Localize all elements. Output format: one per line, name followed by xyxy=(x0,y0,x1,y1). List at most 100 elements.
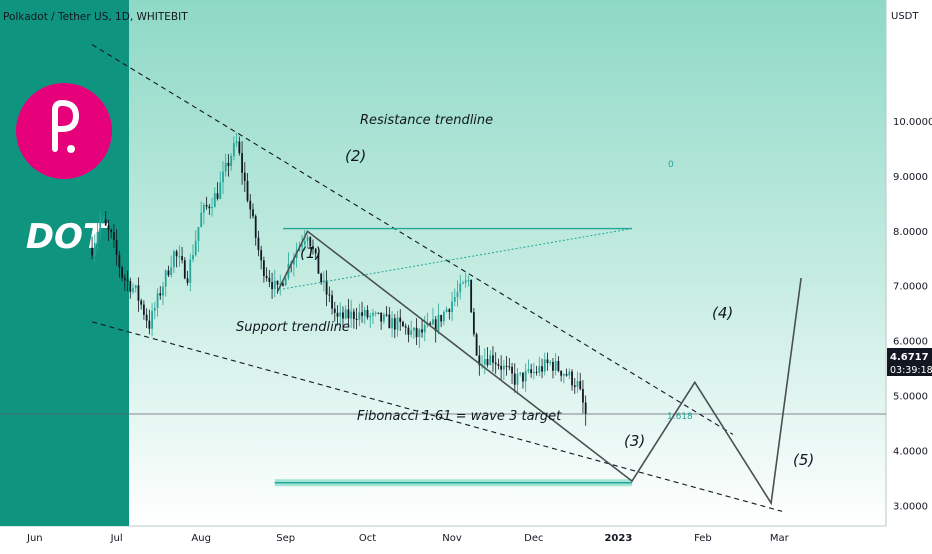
candle-body xyxy=(99,219,102,233)
candle-body xyxy=(388,314,391,329)
candle-body xyxy=(516,373,519,385)
price-axis-background xyxy=(886,0,932,550)
candle-body xyxy=(355,318,358,320)
candlestick-series xyxy=(91,132,587,426)
candle-body xyxy=(102,219,104,221)
candle-body xyxy=(336,312,339,317)
fib-diagonal-line xyxy=(282,228,633,290)
symbol-header[interactable]: Polkadot / Tether US, 1D, WHITEBIT xyxy=(3,11,188,23)
candle-body xyxy=(222,171,224,183)
candle-body xyxy=(347,309,350,319)
candle-body xyxy=(552,361,554,371)
candle-body xyxy=(562,374,565,376)
polkadot-logo-icon xyxy=(16,83,112,179)
candle-body xyxy=(399,317,402,322)
candle-body xyxy=(156,293,159,308)
candle-body xyxy=(541,366,543,372)
candle-body xyxy=(284,277,287,286)
candle-body xyxy=(121,267,123,278)
time-tick-label: Mar xyxy=(770,533,790,544)
candle-body xyxy=(500,365,503,370)
candle-body xyxy=(344,309,347,319)
candle-body xyxy=(407,327,410,335)
candle-body xyxy=(352,311,355,319)
candle-body xyxy=(554,360,557,371)
candle-body xyxy=(110,229,113,233)
candle-body xyxy=(557,360,560,371)
candle-body xyxy=(271,282,273,290)
candle-body xyxy=(96,232,99,244)
candle-body xyxy=(440,315,443,322)
candle-body xyxy=(462,282,464,284)
wave-1-label: (1) xyxy=(300,244,321,262)
candle-body xyxy=(478,355,481,366)
candle-body xyxy=(333,308,336,313)
candle-body xyxy=(418,329,421,338)
candle-body xyxy=(260,250,263,261)
price-axis-ticks: 10.0000 9.0000 8.0000 7.0000 6.0000 5.0000 4.0… xyxy=(893,117,932,512)
candle-body xyxy=(508,366,511,368)
last-price-tag: 4.6717 03:39:18 xyxy=(887,348,932,376)
price-tick-label: 8.0000 xyxy=(893,227,928,238)
time-axis-ticks: Jun Jul Aug Sep Oct Nov Dec 2023 Feb Mar xyxy=(26,533,790,544)
candle-body xyxy=(153,307,156,311)
candle-body xyxy=(268,277,271,283)
candle-body xyxy=(317,253,320,274)
candle-body xyxy=(93,243,96,256)
price-tick-label: 3.0000 xyxy=(893,501,928,512)
candle-body xyxy=(216,193,219,199)
candle-body xyxy=(568,371,571,376)
candle-body xyxy=(243,172,246,181)
candle-body xyxy=(538,366,541,373)
candle-body xyxy=(391,318,393,329)
candle-body xyxy=(432,319,434,325)
candle-body xyxy=(140,300,143,305)
candle-body xyxy=(524,371,527,382)
candle-body xyxy=(137,285,140,301)
candle-body xyxy=(470,280,473,313)
support-trendline-label: Support trendline xyxy=(236,320,350,335)
candle-body xyxy=(350,311,353,319)
time-axis-background xyxy=(0,526,932,550)
candle-body xyxy=(178,256,181,258)
candle-body xyxy=(192,255,194,260)
candle-body xyxy=(328,294,331,296)
candle-body xyxy=(129,280,132,292)
candle-body xyxy=(194,240,197,256)
candle-body xyxy=(584,402,587,415)
resistance-trendline-label: Resistance trendline xyxy=(360,113,493,128)
time-tick-label: Feb xyxy=(694,533,712,544)
candle-body xyxy=(254,216,257,238)
candle-body xyxy=(134,285,137,289)
fib-target-label: Fibonacci 1.61 = wave 3 target xyxy=(357,409,562,424)
time-tick-label: Aug xyxy=(191,533,211,544)
candle-body xyxy=(363,309,366,316)
price-tick-label: 9.0000 xyxy=(893,172,928,183)
candle-body xyxy=(151,310,153,329)
time-tick-label: Oct xyxy=(359,533,376,544)
candle-body xyxy=(549,361,552,364)
candle-body xyxy=(380,312,383,322)
candle-body xyxy=(377,312,380,314)
candle-body xyxy=(224,162,227,172)
last-price-value: 4.6717 xyxy=(890,352,929,363)
candle-body xyxy=(448,309,451,313)
wave-4-label: (4) xyxy=(712,304,733,322)
candle-body xyxy=(123,277,126,280)
candle-body xyxy=(483,359,486,365)
candle-body xyxy=(486,359,489,366)
candle-body xyxy=(197,227,200,241)
candle-body xyxy=(582,389,584,403)
candle-body xyxy=(322,280,325,283)
candle-body xyxy=(519,372,522,374)
candle-body xyxy=(219,182,222,199)
candle-body xyxy=(249,200,252,210)
candle-body xyxy=(451,301,453,313)
drawing-overlays xyxy=(0,44,886,512)
candle-body xyxy=(107,225,110,230)
candle-body xyxy=(361,312,363,316)
plot-background xyxy=(0,0,886,526)
candle-body xyxy=(472,312,475,335)
candle-body xyxy=(560,370,563,376)
candle-body xyxy=(262,260,265,277)
